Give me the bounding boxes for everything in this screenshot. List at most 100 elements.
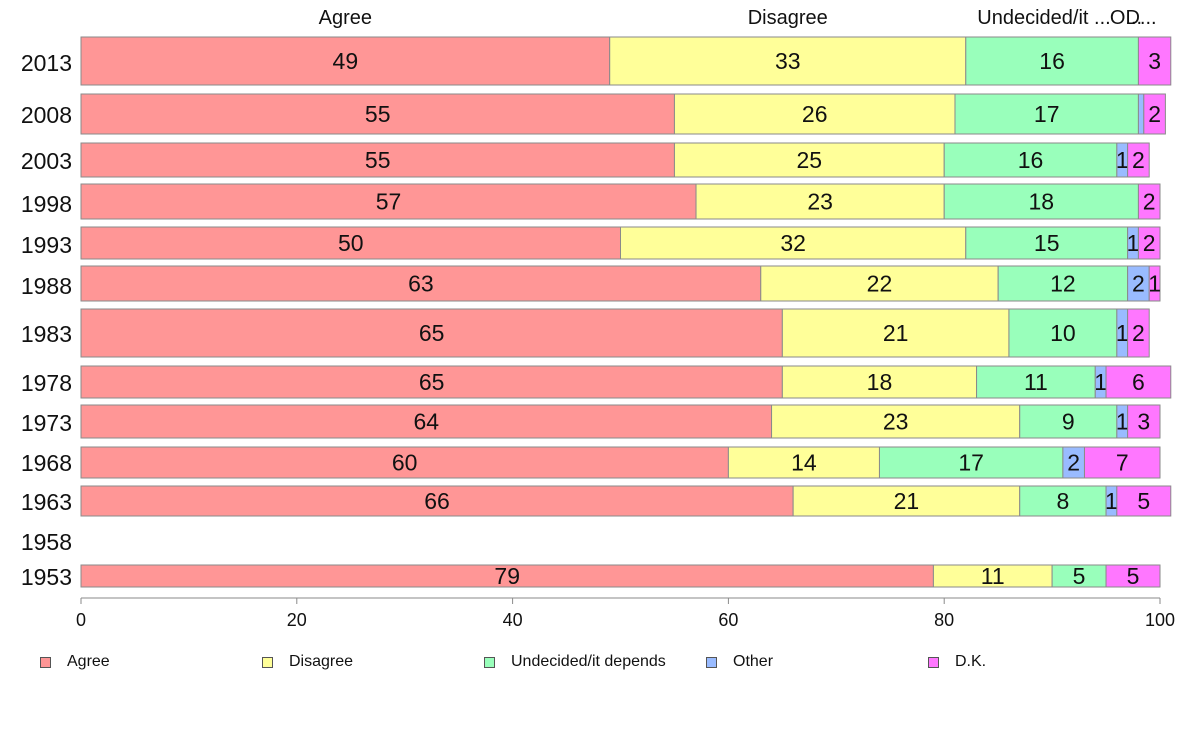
bar-2003-disagree (673, 142, 945, 178)
legend-label-disagree: Disagree (289, 653, 354, 670)
bar-2013-undecided-it-depends (965, 36, 1139, 86)
bar-1963-undecided-it-depends (1019, 485, 1107, 517)
bar-1978-undecided-it-depends (976, 365, 1096, 399)
bar-1988-undecided-it-depends (997, 265, 1129, 302)
bar-1988-disagree (760, 265, 999, 302)
bar-2008-disagree (673, 93, 956, 135)
data-label-2003-agree: 55 (365, 147, 391, 173)
data-label-1978-d-k: 6 (1132, 369, 1145, 395)
legend-label-other: Other (733, 653, 774, 670)
legend-item-other: Other (706, 650, 773, 674)
legend-swatch-other (706, 656, 717, 668)
legend-item-undecided: Undecided/it depends (484, 650, 666, 674)
year-label-1953: 1953 (21, 564, 72, 590)
data-label-1953-d-k: 5 (1127, 563, 1140, 589)
data-label-1983-undecided-it-depends: 10 (1050, 320, 1076, 346)
data-label-1963-undecided-it-depends: 8 (1056, 488, 1069, 514)
data-label-1978-disagree: 18 (867, 369, 893, 395)
data-label-1993-disagree: 32 (780, 230, 806, 256)
data-label-2013-agree: 49 (333, 48, 359, 74)
year-label-1998: 1998 (21, 191, 72, 217)
data-label-1998-disagree: 23 (807, 189, 833, 215)
bar-1978-disagree (781, 365, 978, 399)
year-label-1993: 1993 (21, 232, 72, 258)
data-label-1968-disagree: 14 (791, 450, 817, 476)
year-label-2008: 2008 (21, 102, 72, 128)
bar-2003-agree (80, 142, 675, 178)
bar-1963-disagree (792, 485, 1021, 517)
data-label-1988-d-k: 1 (1148, 271, 1161, 297)
year-label-1983: 1983 (21, 321, 72, 347)
legend-item-dk: D.K. (928, 650, 986, 674)
data-label-1978-undecided-it-depends: 11 (1024, 369, 1048, 395)
data-label-2008-disagree: 26 (802, 101, 828, 127)
top-label-disagree: Disagree (748, 7, 828, 29)
top-label-d: D... (1125, 7, 1156, 29)
data-label-2003-undecided-it-depends: 16 (1018, 147, 1044, 173)
data-label-2013-undecided-it-depends: 16 (1039, 48, 1065, 74)
bar-1973-agree (80, 404, 773, 439)
bar-1993-d-k (1137, 226, 1161, 260)
bar-1993-agree (80, 226, 621, 260)
bar-1963-agree (80, 485, 794, 517)
data-label-1953-agree: 79 (494, 563, 520, 589)
bar-2013-d-k (1137, 36, 1172, 86)
bar-1953-d-k (1105, 564, 1161, 588)
data-label-2003-disagree: 25 (797, 147, 823, 173)
year-label-1958: 1958 (21, 529, 72, 555)
chart-legend: Agree Disagree Undecided/it depends Othe… (0, 650, 1188, 674)
bar-1983-disagree (781, 308, 1010, 358)
bar-1973-d-k (1127, 404, 1161, 439)
data-label-1983-agree: 65 (419, 320, 445, 346)
bar-1988-d-k (1148, 265, 1161, 302)
top-label-o: O... (1110, 7, 1142, 29)
data-label-1988-disagree: 22 (867, 271, 893, 297)
bar-1983-d-k (1127, 308, 1150, 358)
x-tick-label-80: 80 (934, 610, 954, 630)
bar-1968-d-k (1083, 446, 1161, 479)
legend-label-undecided: Undecided/it depends (511, 653, 666, 670)
bar-2013-agree (80, 36, 611, 86)
year-label-1978: 1978 (21, 370, 72, 396)
bar-2008-agree (80, 93, 675, 135)
data-label-1973-d-k: 3 (1137, 409, 1150, 435)
data-label-1983-other: 1 (1116, 320, 1129, 346)
data-label-1978-agree: 65 (419, 369, 445, 395)
legend-swatch-disagree (262, 656, 273, 668)
bar-2013-disagree (609, 36, 967, 86)
bar-1973-undecided-it-depends (1019, 404, 1118, 439)
bar-1978-d-k (1105, 365, 1172, 399)
bar-1998-disagree (695, 183, 945, 220)
x-tick-label-40: 40 (503, 610, 523, 630)
data-label-1978-other: 1 (1094, 369, 1107, 395)
data-label-1988-other: 2 (1132, 271, 1145, 297)
legend-item-disagree: Disagree (262, 650, 353, 674)
bar-2008-other (1137, 93, 1145, 135)
legend-label-agree: Agree (67, 653, 110, 670)
data-label-1983-disagree: 21 (883, 320, 909, 346)
bar-1998-agree (80, 183, 697, 220)
data-label-1993-other: 1 (1127, 230, 1140, 256)
data-label-2013-d-k: 3 (1148, 48, 1161, 74)
data-label-1963-disagree: 21 (894, 488, 920, 514)
legend-label-dk: D.K. (955, 653, 987, 670)
top-label-agree: Agree (319, 7, 372, 29)
data-label-1968-other: 2 (1067, 450, 1080, 476)
bar-2008-d-k (1143, 93, 1166, 135)
data-label-2003-other: 1 (1116, 147, 1129, 173)
data-label-1953-disagree: 11 (981, 563, 1005, 589)
data-label-1963-agree: 66 (424, 488, 450, 514)
bar-1993-undecided-it-depends (965, 226, 1129, 260)
data-label-1968-d-k: 7 (1116, 450, 1129, 476)
data-label-1993-d-k: 2 (1143, 230, 1156, 256)
data-label-1973-disagree: 23 (883, 409, 909, 435)
legend-swatch-undecided (484, 656, 495, 668)
year-label-1968: 1968 (21, 450, 72, 476)
data-label-1973-other: 1 (1116, 409, 1129, 435)
data-label-1993-undecided-it-depends: 15 (1034, 230, 1060, 256)
data-label-1993-agree: 50 (338, 230, 364, 256)
bar-2003-undecided-it-depends (943, 142, 1118, 178)
x-tick-label-100: 100 (1145, 610, 1175, 630)
data-label-1963-d-k: 5 (1137, 488, 1150, 514)
x-tick-label-0: 0 (76, 610, 86, 630)
